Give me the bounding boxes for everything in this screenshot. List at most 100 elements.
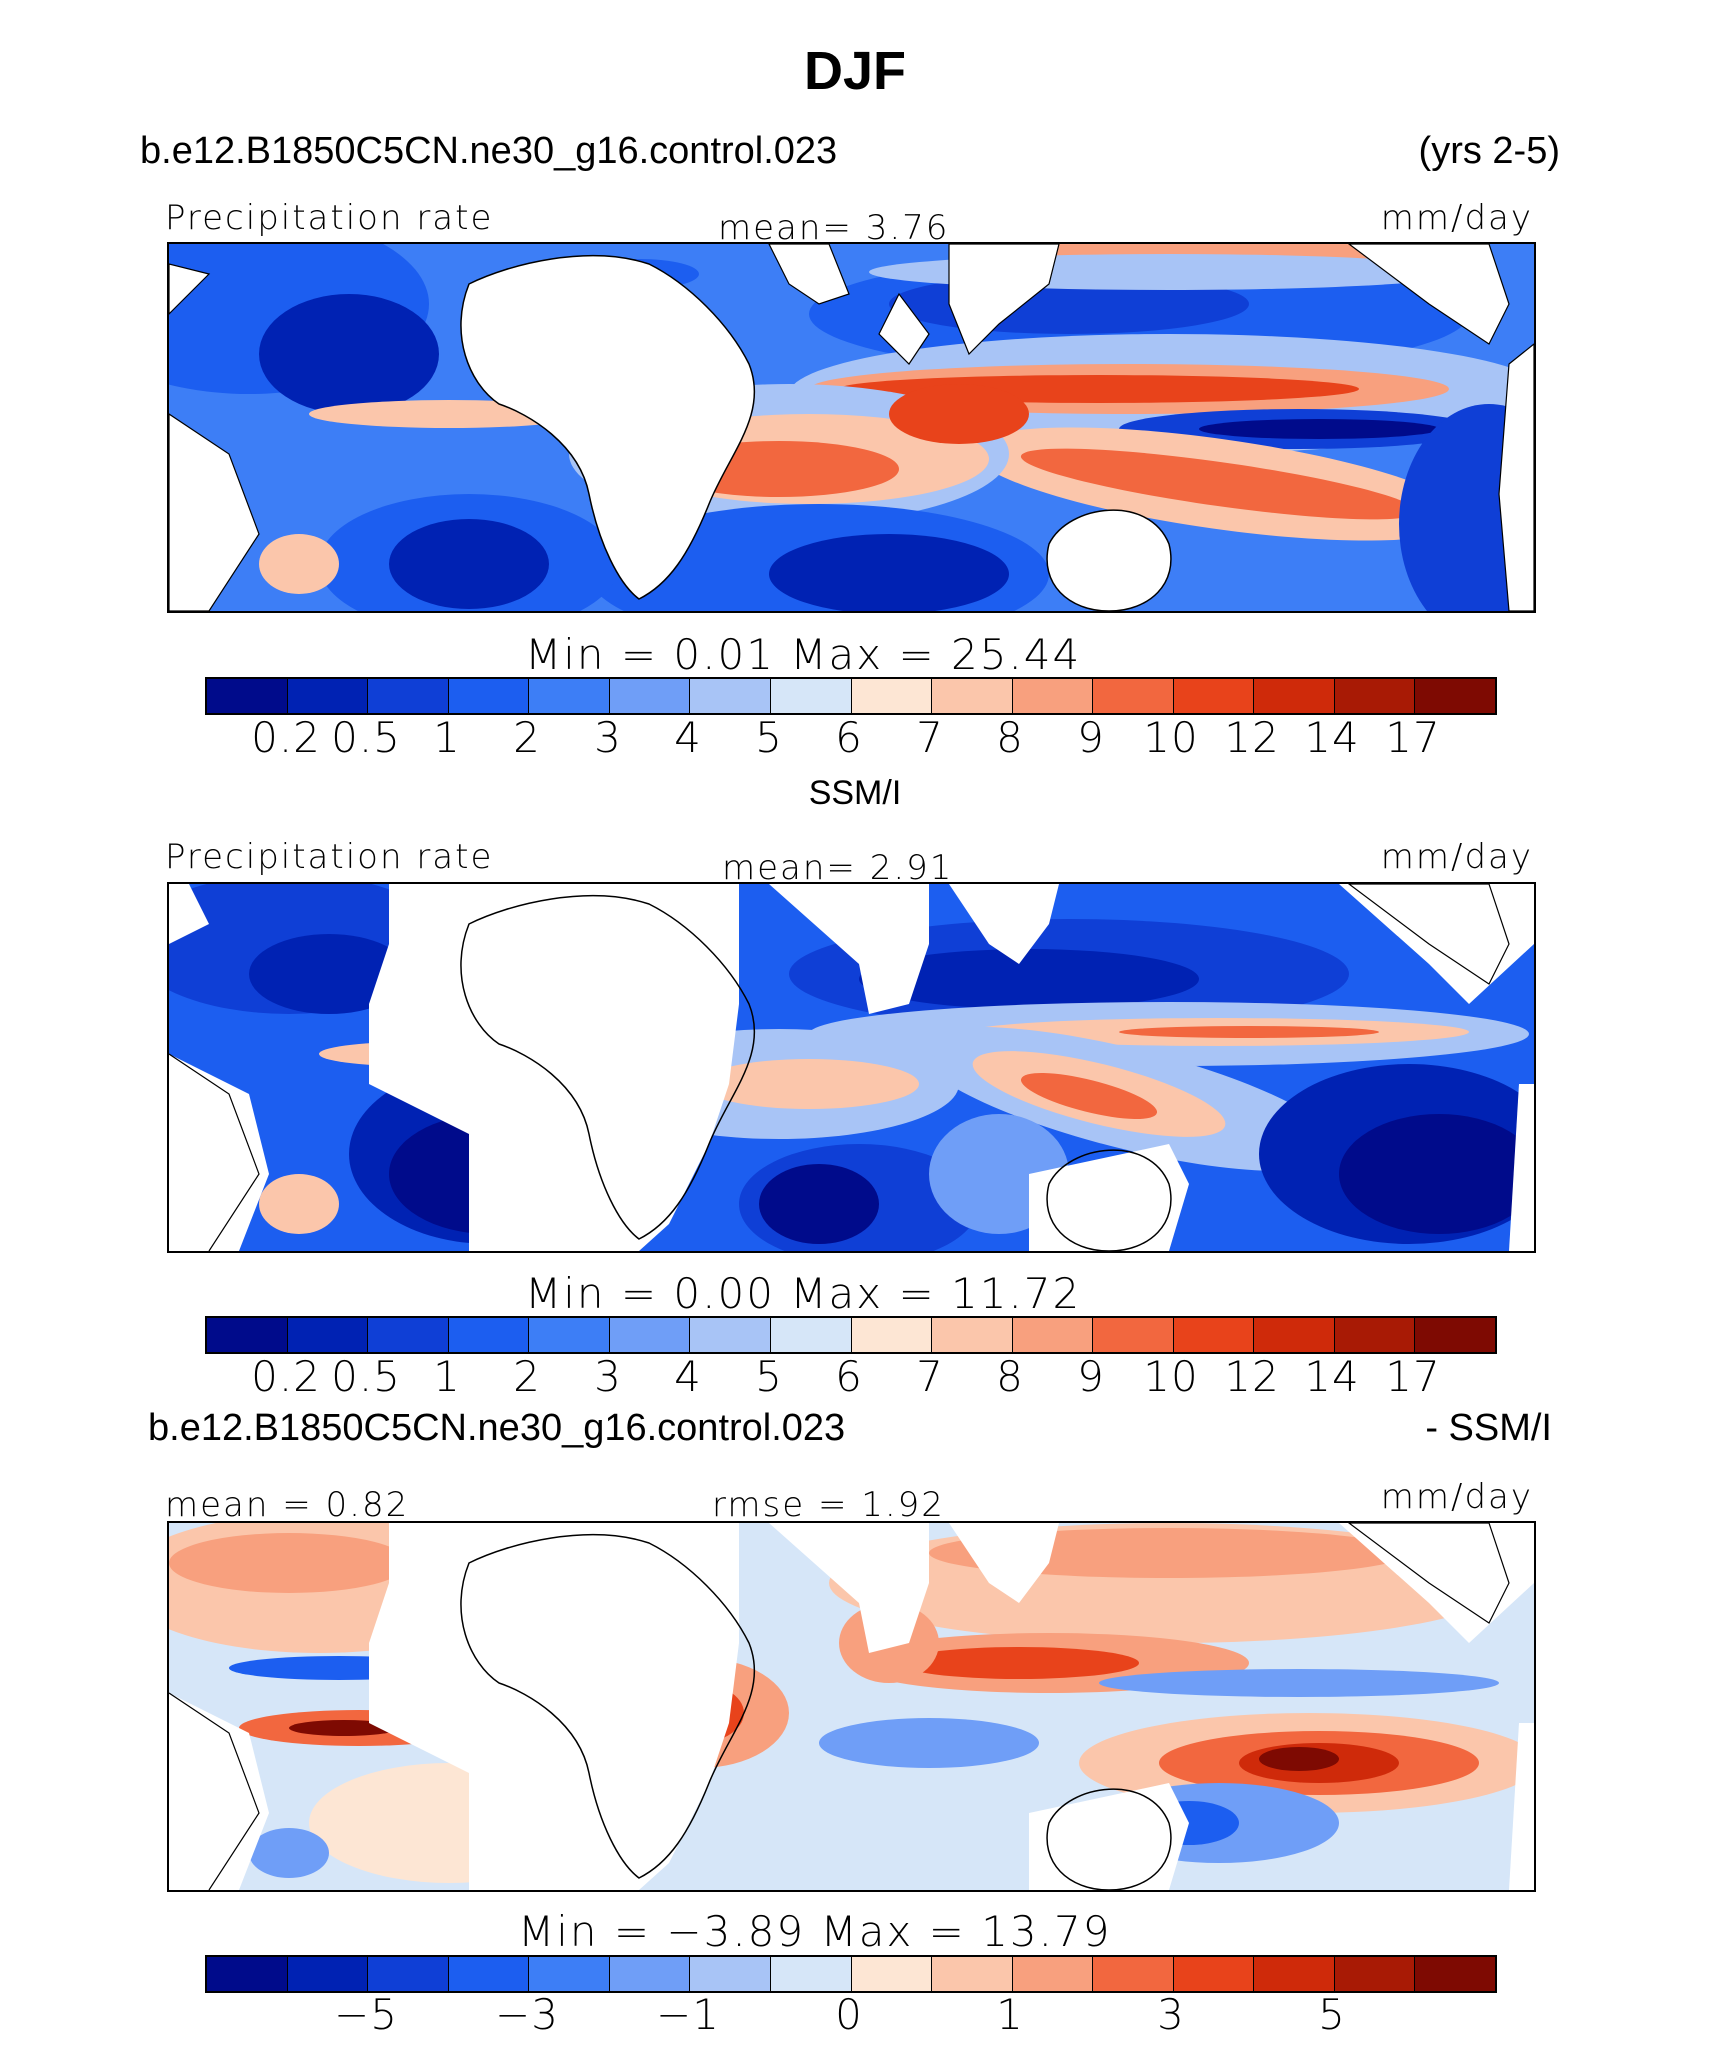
- cbar-tick: −5: [334, 1990, 398, 2039]
- cbar-tick: 17: [1385, 713, 1441, 762]
- cbar-tick: 3: [594, 713, 622, 762]
- cbar-tick: 14: [1304, 713, 1360, 762]
- colorbar-swatch: [770, 1957, 852, 1991]
- cbar-tick: 4: [674, 713, 702, 762]
- cbar-tick: 8: [996, 1352, 1024, 1401]
- cbar-tick: 0.5: [331, 1352, 401, 1401]
- colorbar-swatch: [690, 1957, 771, 1991]
- cbar-tick: 0: [835, 1990, 863, 2039]
- colorbar-swatch: [851, 1957, 933, 1991]
- panel3-mean: mean = 0.82: [165, 1485, 410, 1525]
- colorbar-swatch: [1093, 1957, 1174, 1991]
- cbar-tick: 5: [755, 1352, 783, 1401]
- colorbar-swatch: [1334, 1318, 1416, 1352]
- cbar-tick: 9: [1077, 713, 1105, 762]
- colorbar-swatch: [1173, 1318, 1255, 1352]
- cbar-tick: 12: [1224, 713, 1280, 762]
- figure-title: DJF: [803, 41, 906, 101]
- cbar-tick: 6: [835, 1352, 863, 1401]
- colorbar-swatch: [1415, 1957, 1495, 1991]
- colorbar-swatch: [1012, 679, 1094, 713]
- colorbar-swatch: [207, 1318, 288, 1352]
- colorbar-swatch: [368, 679, 449, 713]
- cbar-tick: 14: [1304, 1352, 1360, 1401]
- colorbar-swatch: [609, 1957, 691, 1991]
- panel1-colorbar: [205, 677, 1497, 715]
- cbar-tick: 10: [1143, 1352, 1199, 1401]
- panel3-case-name: b.e12.B1850C5CN.ne30_g16.control.023: [148, 1407, 846, 1449]
- cbar-tick: 1: [433, 713, 461, 762]
- panel2-map: [167, 882, 1536, 1253]
- colorbar-swatch: [770, 679, 852, 713]
- cbar-tick: 5: [755, 713, 783, 762]
- colorbar-swatch: [207, 679, 288, 713]
- panel3-units: mm/day: [1380, 1477, 1533, 1517]
- panel3-colorbar-ticks: −5 −3 −1 0 1 3 5: [0, 1990, 1710, 2040]
- panel1-map: [167, 242, 1536, 613]
- colorbar-swatch: [368, 1957, 449, 1991]
- cbar-tick: 1: [996, 1990, 1024, 2039]
- colorbar-swatch: [1415, 1318, 1495, 1352]
- colorbar-swatch: [609, 679, 691, 713]
- panel2-mean: mean= 2.91: [722, 848, 954, 888]
- cbar-tick: 1: [433, 1352, 461, 1401]
- panel2-units: mm/day: [1380, 837, 1533, 877]
- cbar-tick: 7: [916, 1352, 944, 1401]
- colorbar-swatch: [932, 1957, 1013, 1991]
- cbar-tick: 5: [1318, 1990, 1346, 2039]
- cbar-tick: 2: [513, 713, 541, 762]
- panel1-units: mm/day: [1380, 198, 1533, 238]
- panel1-min-max: Min = 0.01 Max = 25.44: [525, 630, 1082, 679]
- colorbar-swatch: [1012, 1318, 1094, 1352]
- cbar-tick: 2: [513, 1352, 541, 1401]
- colorbar-swatch: [448, 1318, 530, 1352]
- colorbar-swatch: [851, 679, 933, 713]
- panel3-obs-name: - SSM/I: [1425, 1407, 1552, 1449]
- panel1-colorbar-ticks: 0.2 0.5 1 2 3 4 5 6 7 8 9 10 12 14 17: [0, 713, 1710, 763]
- colorbar-swatch: [1254, 1957, 1335, 1991]
- panel2-colorbar: [205, 1316, 1497, 1354]
- colorbar-swatch: [448, 1957, 530, 1991]
- colorbar-swatch: [932, 1318, 1013, 1352]
- cbar-tick: 6: [835, 713, 863, 762]
- cbar-tick: 17: [1385, 1352, 1441, 1401]
- colorbar-swatch: [690, 1318, 771, 1352]
- panel2-colorbar-ticks: 0.2 0.5 1 2 3 4 5 6 7 8 9 10 12 14 17: [0, 1352, 1710, 1402]
- panel2-dataset-name: SSM/I: [808, 774, 902, 812]
- cbar-tick: 8: [996, 713, 1024, 762]
- cbar-tick: 0.2: [251, 713, 321, 762]
- colorbar-swatch: [368, 1318, 449, 1352]
- colorbar-swatch: [1173, 1957, 1255, 1991]
- colorbar-swatch: [1093, 679, 1174, 713]
- colorbar-swatch: [690, 679, 771, 713]
- cbar-tick: 7: [916, 713, 944, 762]
- cbar-tick: 4: [674, 1352, 702, 1401]
- panel1-mean: mean= 3.76: [718, 208, 950, 248]
- colorbar-swatch: [448, 679, 530, 713]
- cbar-tick: 12: [1224, 1352, 1280, 1401]
- colorbar-swatch: [287, 1318, 369, 1352]
- panel1-case-name: b.e12.B1850C5CN.ne30_g16.control.023: [140, 130, 838, 172]
- colorbar-swatch: [529, 679, 610, 713]
- colorbar-swatch: [609, 1318, 691, 1352]
- colorbar-swatch: [932, 679, 1013, 713]
- colorbar-swatch: [1254, 1318, 1335, 1352]
- cbar-tick: 10: [1143, 713, 1199, 762]
- panel3-map: [167, 1521, 1536, 1892]
- cbar-tick: −3: [495, 1990, 559, 2039]
- panel2-variable: Precipitation rate: [165, 837, 494, 877]
- colorbar-swatch: [287, 1957, 369, 1991]
- colorbar-swatch: [287, 679, 369, 713]
- cbar-tick: 0.5: [331, 713, 401, 762]
- colorbar-swatch: [851, 1318, 933, 1352]
- colorbar-swatch: [207, 1957, 288, 1991]
- panel3-rmse: rmse = 1.92: [712, 1485, 945, 1525]
- cbar-tick: 9: [1077, 1352, 1105, 1401]
- cbar-tick: 3: [594, 1352, 622, 1401]
- panel1-variable: Precipitation rate: [165, 198, 494, 238]
- colorbar-swatch: [1093, 1318, 1174, 1352]
- cbar-tick: 3: [1157, 1990, 1185, 2039]
- panel3-colorbar: [205, 1955, 1497, 1993]
- colorbar-swatch: [529, 1957, 610, 1991]
- cbar-tick: −1: [656, 1990, 720, 2039]
